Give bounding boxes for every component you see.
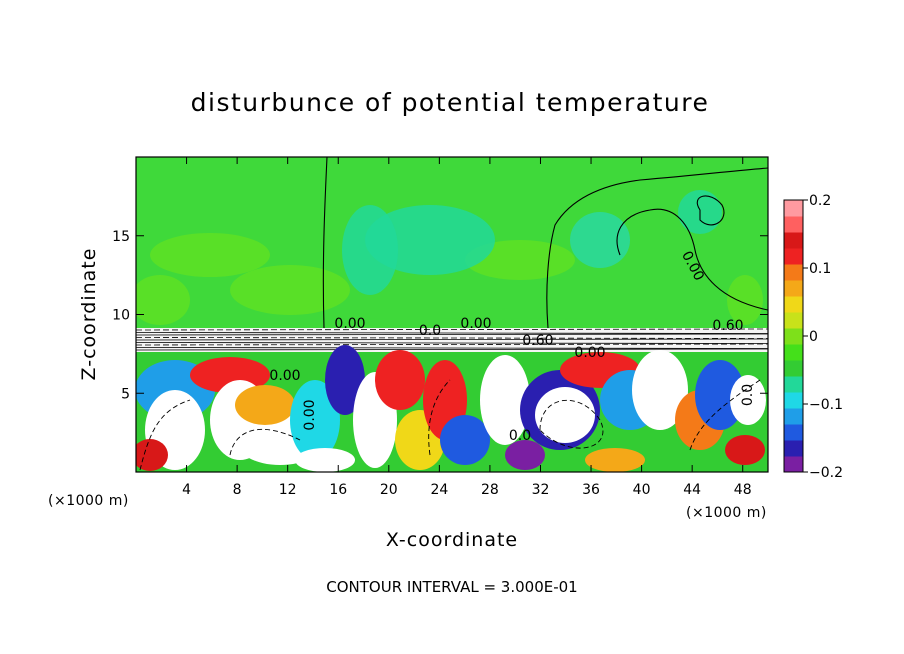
x-axis-label: X-coordinate <box>386 529 518 551</box>
field-patch <box>725 435 765 465</box>
z-axis-ticks: 5 10 15 <box>112 229 768 402</box>
x-tick-label: 48 <box>734 482 752 498</box>
field-patch <box>535 387 595 443</box>
contour-line <box>229 428 301 456</box>
band-contour <box>136 337 768 339</box>
colorbar-tick-label: −0.1 <box>809 397 843 413</box>
contour-line <box>696 195 725 226</box>
field-patch <box>235 385 295 425</box>
colorbar-swatch <box>784 456 803 473</box>
field-patch <box>136 439 168 471</box>
band-contour <box>136 328 768 331</box>
contour-label: 0.00 <box>574 345 605 361</box>
contour-line <box>546 167 768 329</box>
colorbar-swatch <box>784 264 803 281</box>
x-tick-label: 44 <box>683 482 701 498</box>
band-contour <box>136 342 768 344</box>
field-patch <box>290 380 340 460</box>
field-patch <box>230 265 350 315</box>
plot-area: 0.00 0.000.000.000.600.000.600.000.00.00.… <box>136 157 768 472</box>
x-left-unit-label: (×1000 m) <box>48 493 129 509</box>
colorbar-swatch <box>784 376 803 393</box>
x-tick-label: 36 <box>582 482 600 498</box>
contour-label: 0.00 <box>302 399 318 430</box>
field-patch <box>375 350 425 410</box>
z-tick-label: 5 <box>121 386 130 402</box>
contour-label: 0.60 <box>522 333 553 349</box>
band-contour <box>136 348 768 351</box>
contour-label: 0.00 <box>269 368 300 384</box>
colorbar-swatch <box>784 360 803 377</box>
x-tick-label: 4 <box>182 482 191 498</box>
colorbar-swatch <box>784 216 803 233</box>
x-tick-label: 8 <box>233 482 242 498</box>
contour-line <box>322 157 328 329</box>
field-patch <box>295 448 355 472</box>
colorbar-swatch <box>784 200 803 217</box>
colorbar-swatch <box>784 344 803 361</box>
x-tick-label: 40 <box>633 482 651 498</box>
band-contour <box>136 347 768 349</box>
colorbar-ticks: 0.2 0.1 0 −0.1 −0.2 <box>803 193 843 481</box>
field-patch <box>585 448 645 472</box>
band-contour <box>136 343 768 346</box>
colorbar-tick-label: −0.2 <box>809 465 843 481</box>
field-patch <box>632 350 688 430</box>
colorbar-swatch <box>784 248 803 265</box>
field-patch <box>136 275 190 325</box>
contour-label: 0.00 <box>460 316 491 332</box>
field-patch <box>325 345 365 415</box>
x-axis-ticks: 4 8 12 16 20 24 28 32 36 40 44 48 <box>182 157 752 498</box>
colorbar-swatch <box>784 408 803 425</box>
contour-interval-note: CONTOUR INTERVAL = 3.000E-01 <box>326 578 577 596</box>
field-patch <box>342 205 398 295</box>
field-patch <box>480 355 530 445</box>
colorbar-tick-label: 0.1 <box>809 261 831 277</box>
band-contour <box>136 338 768 341</box>
x-right-unit-label: (×1000 m) <box>686 505 767 521</box>
colorbar-swatch <box>784 328 803 345</box>
colorbar-tick-label: 0.2 <box>809 193 831 209</box>
contour-label: 0.00 <box>334 316 365 332</box>
field-patch <box>505 440 545 470</box>
contour-label: 0.0 <box>740 384 756 406</box>
z-tick-label: 15 <box>112 229 130 245</box>
colorbar <box>783 199 804 473</box>
colorbar-swatch <box>784 280 803 297</box>
x-tick-label: 16 <box>329 482 347 498</box>
contour-line <box>139 399 191 471</box>
colorbar-swatch <box>784 392 803 409</box>
x-tick-label: 12 <box>279 482 297 498</box>
z-axis-label: Z-coordinate <box>78 248 100 381</box>
field-patch <box>150 233 270 277</box>
field-patch <box>727 275 763 325</box>
z-tick-label: 10 <box>112 308 130 324</box>
colorbar-swatch <box>784 440 803 457</box>
field-patch <box>440 415 490 465</box>
band-contour <box>136 333 768 336</box>
contour-line <box>428 379 451 456</box>
colorbar-swatch <box>784 296 803 313</box>
colorbar-swatch <box>784 312 803 329</box>
x-tick-label: 28 <box>481 482 499 498</box>
contour-line <box>616 208 768 311</box>
colorbar-swatch <box>784 424 803 441</box>
contour-line <box>689 379 761 451</box>
colorbar-tick-label: 0 <box>809 329 818 345</box>
field-patch <box>570 212 630 268</box>
field-patch <box>730 375 766 425</box>
contour-label: 0.60 <box>712 318 743 334</box>
x-tick-label: 24 <box>430 482 448 498</box>
chart-title: disturbunce of potential temperature <box>191 88 710 117</box>
x-tick-label: 32 <box>532 482 550 498</box>
contour-label: 0.0 <box>419 323 441 339</box>
contour-label: 0.0 <box>509 428 531 444</box>
x-tick-label: 20 <box>380 482 398 498</box>
band-contour <box>136 332 768 334</box>
contour-line <box>539 399 604 449</box>
colorbar-swatch <box>784 232 803 249</box>
